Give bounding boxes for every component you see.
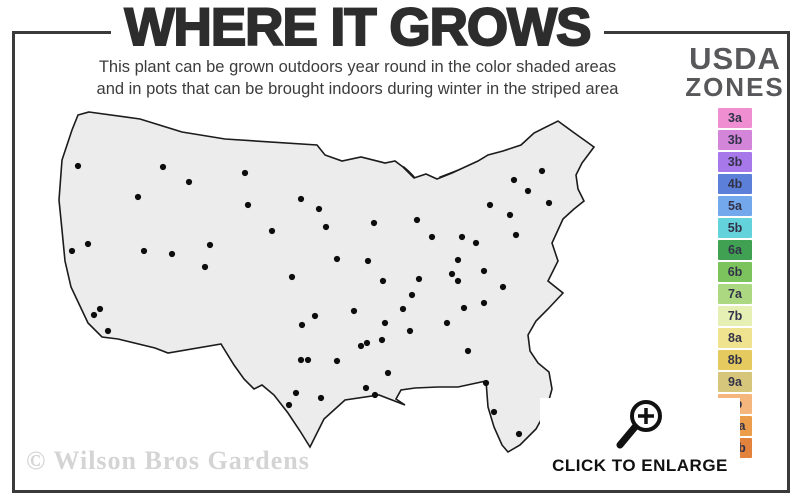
city-dot bbox=[384, 369, 392, 377]
city-dot bbox=[241, 169, 249, 177]
city-dot bbox=[140, 247, 148, 255]
city-dot bbox=[538, 167, 546, 175]
legend-title-usda: USDA bbox=[689, 41, 781, 76]
city-dot bbox=[84, 240, 92, 248]
city-dot bbox=[460, 304, 468, 312]
city-dot bbox=[322, 223, 330, 231]
city-dot bbox=[333, 255, 341, 263]
city-dot bbox=[317, 394, 325, 402]
city-dot bbox=[524, 187, 532, 195]
subtitle-line2: and in pots that can be brought indoors … bbox=[96, 79, 619, 98]
page-title: WHERE IT GROWS bbox=[110, 0, 605, 57]
city-dot bbox=[362, 384, 370, 392]
city-dot bbox=[104, 327, 112, 335]
zone-chip-8: 7a bbox=[718, 284, 752, 304]
zone-chip-5: 5b bbox=[718, 218, 752, 238]
city-dot bbox=[399, 305, 407, 313]
city-dot bbox=[490, 408, 498, 416]
city-dot bbox=[168, 250, 176, 258]
city-dot bbox=[350, 307, 358, 315]
city-dot bbox=[333, 357, 341, 365]
city-dot bbox=[515, 430, 523, 438]
city-dot bbox=[454, 256, 462, 264]
zone-chip-12: 9a bbox=[718, 372, 752, 392]
city-dot bbox=[363, 339, 371, 347]
city-dot bbox=[370, 219, 378, 227]
zone-chip-0: 3a bbox=[718, 108, 752, 128]
zone-chip-10: 8a bbox=[718, 328, 752, 348]
city-dot bbox=[406, 327, 414, 335]
city-dot bbox=[134, 193, 142, 201]
watermark: © Wilson Bros Gardens bbox=[26, 446, 310, 475]
us-outline-stroke bbox=[58, 111, 595, 453]
zone-chip-9: 7b bbox=[718, 306, 752, 326]
city-dot bbox=[378, 336, 386, 344]
city-dot bbox=[379, 277, 387, 285]
city-dot bbox=[464, 347, 472, 355]
city-dot bbox=[364, 257, 372, 265]
city-dot bbox=[288, 273, 296, 281]
zone-chip-1: 3b bbox=[718, 130, 752, 150]
subtitle-line1: This plant can be grown outdoors year ro… bbox=[98, 58, 617, 76]
city-dot bbox=[74, 162, 82, 170]
magnifier-zoom-icon[interactable] bbox=[608, 398, 672, 454]
city-dot bbox=[510, 176, 518, 184]
zone-chip-7: 6b bbox=[718, 262, 752, 282]
city-dot bbox=[206, 241, 214, 249]
city-dot bbox=[90, 311, 98, 319]
zone-chip-3: 4b bbox=[718, 174, 752, 194]
city-dot bbox=[443, 319, 451, 327]
city-dot bbox=[244, 201, 252, 209]
city-dot bbox=[371, 391, 379, 399]
city-dot bbox=[454, 277, 462, 285]
city-dot bbox=[480, 299, 488, 307]
city-dot bbox=[408, 291, 416, 299]
city-dot bbox=[448, 270, 456, 278]
city-dot bbox=[381, 319, 389, 327]
city-dot bbox=[512, 231, 520, 239]
click-to-enlarge-label[interactable]: CLICK TO ENLARGE bbox=[552, 456, 728, 475]
zone-chip-6: 6a bbox=[718, 240, 752, 260]
city-dot bbox=[185, 178, 193, 186]
city-dot bbox=[428, 233, 436, 241]
city-dot bbox=[297, 195, 305, 203]
city-dot bbox=[357, 342, 365, 350]
city-dots bbox=[68, 162, 553, 438]
city-dot bbox=[96, 305, 104, 313]
city-dot bbox=[486, 201, 494, 209]
city-dot bbox=[506, 211, 514, 219]
legend-title-zones: ZONES bbox=[685, 72, 785, 102]
city-dot bbox=[458, 233, 466, 241]
city-dot bbox=[201, 263, 209, 271]
city-dot bbox=[545, 199, 553, 207]
city-dot bbox=[268, 227, 276, 235]
city-dot bbox=[68, 247, 76, 255]
city-dot bbox=[285, 401, 293, 409]
city-dot bbox=[159, 163, 167, 171]
city-dot bbox=[472, 239, 480, 247]
city-dot bbox=[304, 356, 312, 364]
city-dot bbox=[480, 267, 488, 275]
city-dot bbox=[311, 312, 319, 320]
click-to-enlarge[interactable]: CLICK TO ENLARGE bbox=[540, 398, 740, 486]
header: WHERE IT GROWS This plant can be grown o… bbox=[0, 0, 715, 101]
zone-chip-11: 8b bbox=[718, 350, 752, 370]
zone-chip-4: 5a bbox=[718, 196, 752, 216]
city-dot bbox=[415, 275, 423, 283]
zone-chip-2: 3b bbox=[718, 152, 752, 172]
city-dot bbox=[499, 283, 507, 291]
city-dot bbox=[315, 205, 323, 213]
city-dot bbox=[298, 321, 306, 329]
city-dot bbox=[482, 379, 490, 387]
city-dot bbox=[292, 389, 300, 397]
city-dot bbox=[413, 216, 421, 224]
city-dot bbox=[297, 356, 305, 364]
usda-zone-map bbox=[58, 111, 595, 453]
subtitle: This plant can be grown outdoors year ro… bbox=[0, 57, 715, 101]
